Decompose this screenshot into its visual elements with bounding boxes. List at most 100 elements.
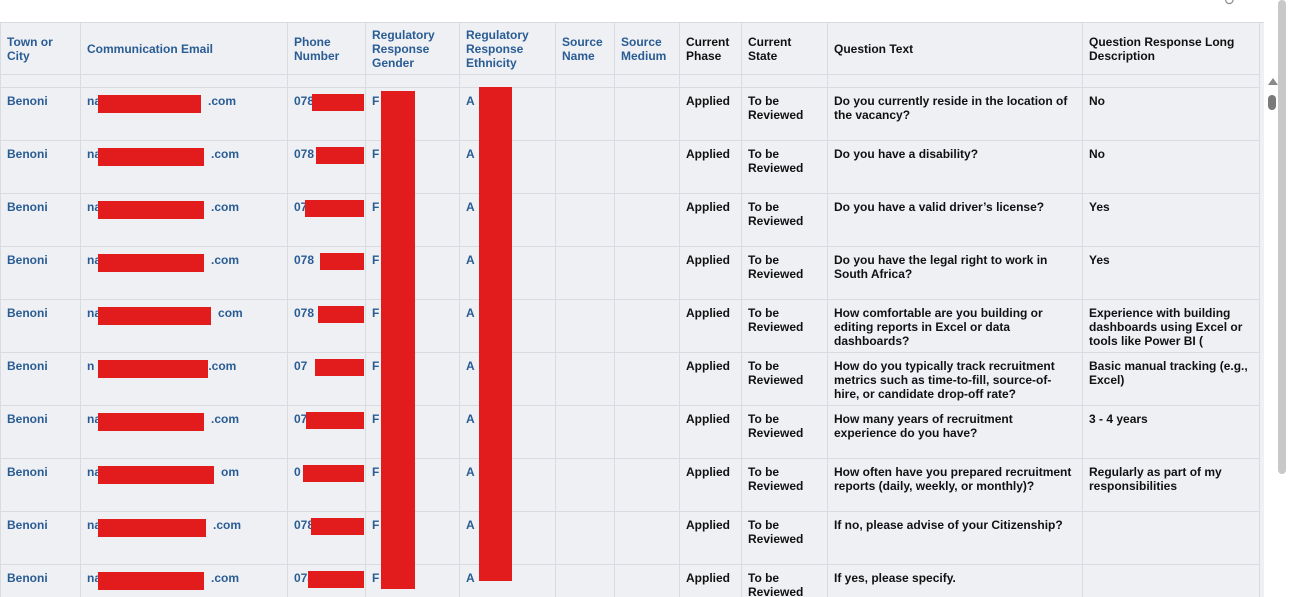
question-value: Do you have a valid driver’s license? xyxy=(834,200,1045,214)
cell-phone[interactable]: 078 xyxy=(288,300,366,353)
cell-question: Do you have a disability? xyxy=(828,141,1083,194)
cell-phone[interactable]: 078 xyxy=(288,512,366,565)
email-prefix: na xyxy=(87,147,102,161)
cell-phone[interactable]: 07 xyxy=(288,406,366,459)
cell-phone[interactable]: 0 xyxy=(288,459,366,512)
email-prefix: n xyxy=(87,359,95,373)
cell-town[interactable]: Benoni xyxy=(1,353,81,406)
email-redaction xyxy=(98,466,214,484)
cell-email[interactable]: na .com xyxy=(81,247,288,300)
phase-value: Applied xyxy=(686,147,730,161)
phone-redaction xyxy=(312,94,364,111)
email-prefix: na xyxy=(87,306,102,320)
header-email[interactable]: Communication Email xyxy=(81,23,288,75)
cell-phone[interactable]: 078 xyxy=(288,565,366,597)
cell-email[interactable]: na com xyxy=(81,300,288,353)
scroll-up-arrow-icon[interactable] xyxy=(1268,78,1278,85)
cell-town[interactable]: Benoni xyxy=(1,565,81,597)
cell-email[interactable]: na .com xyxy=(81,512,288,565)
gender-value: F xyxy=(372,571,380,585)
phone-prefix: 078 xyxy=(294,147,315,161)
header-gender[interactable]: Regulatory Response Gender xyxy=(366,23,460,75)
cell-phase: Applied xyxy=(680,353,742,406)
cell-town[interactable]: Benoni xyxy=(1,459,81,512)
email-suffix: .com xyxy=(211,571,240,585)
cell-email[interactable]: na .com xyxy=(81,88,288,141)
cell-phone[interactable]: 07 xyxy=(288,353,366,406)
cell-town[interactable]: Benoni xyxy=(1,300,81,353)
cell-town[interactable]: Benoni xyxy=(1,88,81,141)
cell-email[interactable]: na .com xyxy=(81,406,288,459)
email-suffix: com xyxy=(218,306,243,320)
redaction-bar-ethnicity xyxy=(479,87,512,581)
cell-town[interactable]: Benoni xyxy=(1,141,81,194)
cell-town[interactable]: Benoni xyxy=(1,247,81,300)
cell-gender[interactable]: F xyxy=(366,565,460,597)
email-suffix: .com xyxy=(208,94,237,108)
cell-phone[interactable]: 078 xyxy=(288,247,366,300)
header-phase[interactable]: Current Phase xyxy=(680,23,742,75)
header-spacer xyxy=(81,75,288,88)
cell-town[interactable]: Benoni xyxy=(1,194,81,247)
email-suffix: .com xyxy=(213,518,242,532)
cell-question: How do you typically track recruitment m… xyxy=(828,353,1083,406)
cell-source-medium xyxy=(615,300,680,353)
phase-value: Applied xyxy=(686,571,730,585)
question-value: If no, please advise of your Citizenship… xyxy=(834,518,1063,532)
cell-ethnicity[interactable]: A xyxy=(460,565,556,597)
results-table: Town or City Communication Email Phone N… xyxy=(0,22,1264,597)
cell-phase: Applied xyxy=(680,512,742,565)
state-value: To be Reviewed xyxy=(748,200,804,228)
email-suffix: om xyxy=(221,465,240,479)
cell-response: Yes xyxy=(1083,247,1260,300)
town-value: Benoni xyxy=(7,306,48,320)
phone-redaction xyxy=(320,253,364,270)
town-value: Benoni xyxy=(7,412,48,426)
cell-town[interactable]: Benoni xyxy=(1,512,81,565)
state-value: To be Reviewed xyxy=(748,147,804,175)
cell-email[interactable]: na om xyxy=(81,459,288,512)
cell-question: How often have you prepared recruitment … xyxy=(828,459,1083,512)
cell-email[interactable]: n .com xyxy=(81,353,288,406)
cell-email[interactable]: na .com xyxy=(81,141,288,194)
phone-prefix: 078 xyxy=(294,306,315,320)
cell-question: Do you currently reside in the location … xyxy=(828,88,1083,141)
email-redaction xyxy=(98,201,204,219)
header-state[interactable]: Current State xyxy=(742,23,828,75)
email-redaction xyxy=(98,572,204,590)
question-value: Do you have a disability? xyxy=(834,147,979,161)
response-value: Basic manual tracking (e.g., Excel) xyxy=(1089,359,1248,387)
phase-value: Applied xyxy=(686,94,730,108)
cell-town[interactable]: Benoni xyxy=(1,406,81,459)
header-question[interactable]: Question Text xyxy=(828,23,1083,75)
email-redaction xyxy=(98,519,206,537)
header-town[interactable]: Town or City xyxy=(1,23,81,75)
cell-phone[interactable]: 07 xyxy=(288,194,366,247)
header-ethnicity[interactable]: Regulatory Response Ethnicity xyxy=(460,23,556,75)
refresh-icon[interactable]: ↻ xyxy=(1223,0,1235,8)
header-response[interactable]: Question Response Long Description xyxy=(1083,23,1260,75)
cell-email[interactable]: na .com xyxy=(81,565,288,597)
email-prefix: na xyxy=(87,200,102,214)
phone-redaction xyxy=(308,571,364,588)
town-value: Benoni xyxy=(7,518,48,532)
email-redaction xyxy=(98,148,204,166)
gender-value: F xyxy=(372,147,380,161)
cell-response xyxy=(1083,565,1260,597)
header-spacer xyxy=(556,75,615,88)
header-spacer xyxy=(1,75,81,88)
question-value: How comfortable are you building or edit… xyxy=(834,306,1043,348)
cell-phone[interactable]: 078 xyxy=(288,88,366,141)
header-source-name[interactable]: Source Name xyxy=(556,23,615,75)
phone-redaction xyxy=(306,412,364,429)
header-spacer xyxy=(288,75,366,88)
header-source-medium[interactable]: Source Medium xyxy=(615,23,680,75)
cell-phase: Applied xyxy=(680,88,742,141)
vertical-scrollbar[interactable] xyxy=(1264,0,1290,596)
cell-phone[interactable]: 078 xyxy=(288,141,366,194)
ethnicity-value: A xyxy=(466,412,475,426)
scrollbar-track[interactable] xyxy=(1278,0,1286,474)
cell-email[interactable]: na .com xyxy=(81,194,288,247)
header-phone[interactable]: Phone Number xyxy=(288,23,366,75)
scrollbar-thumb[interactable] xyxy=(1268,95,1276,110)
